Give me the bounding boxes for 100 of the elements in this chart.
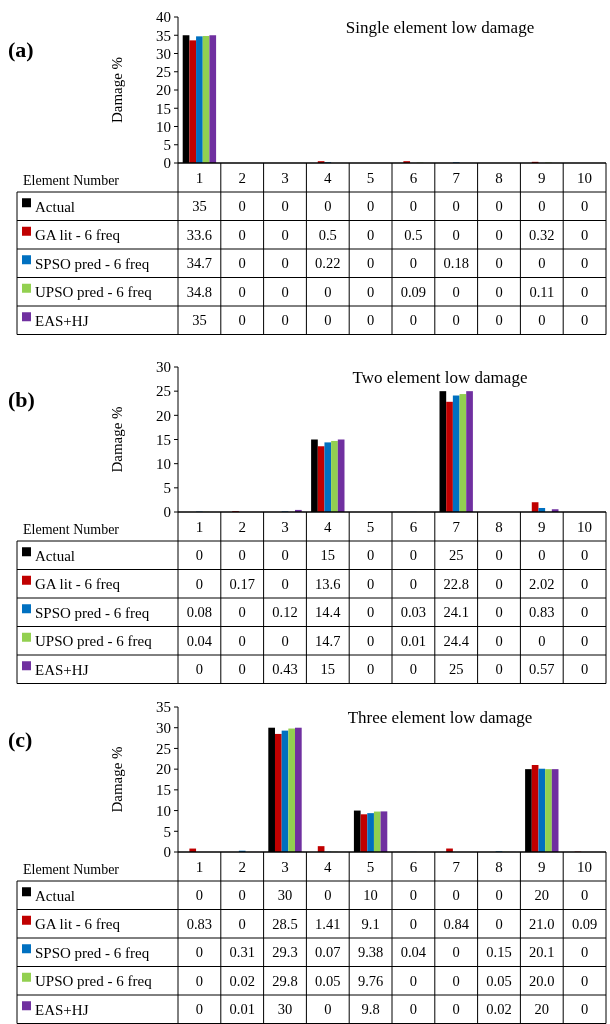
data-label: 0	[281, 198, 289, 215]
data-label: 0.01	[400, 632, 427, 649]
data-label: 0	[409, 887, 418, 904]
data-label: 0	[495, 575, 503, 592]
legend-label: UPSO pred - 6 freq	[35, 284, 153, 300]
chart-title: Single element low damage	[345, 18, 535, 37]
data-label: 20	[534, 887, 550, 904]
legend-label: SPSO pred - 6 freq	[35, 255, 150, 272]
data-label: 0	[495, 226, 503, 243]
data-label: 0	[580, 604, 589, 621]
data-label: 0	[580, 547, 589, 564]
data-label: 0	[195, 944, 204, 961]
data-label: 0	[238, 198, 246, 215]
data-label: 0	[409, 198, 418, 215]
legend-label: UPSO pred - 6 freq	[35, 633, 153, 649]
x-tick-label: 4	[324, 858, 333, 875]
data-label: 0.5	[404, 226, 423, 243]
data-label: 0	[495, 312, 503, 329]
data-label: 0	[409, 312, 418, 329]
y-tick-label: 20	[156, 82, 171, 99]
data-label: 35	[192, 312, 207, 329]
data-label: 0	[409, 255, 418, 272]
legend-label: Actual	[35, 887, 75, 904]
data-label: 0	[409, 547, 418, 564]
data-label: 0.04	[186, 632, 213, 649]
y-tick-label: 0	[163, 155, 171, 172]
legend-label: SPSO pred - 6 freq	[35, 604, 150, 621]
data-label: 0.12	[272, 604, 298, 621]
data-label: 0.05	[486, 972, 512, 989]
data-label: 0	[409, 972, 418, 989]
data-label: 0	[366, 198, 375, 215]
data-label: 0	[238, 604, 246, 621]
legend-label: EAS+HJ	[35, 661, 89, 678]
x-tick-label: 2	[238, 518, 246, 535]
x-tick-label: 9	[538, 169, 546, 186]
data-label: 15	[320, 661, 336, 678]
text: (c)	[8, 727, 33, 752]
data-label: 0	[580, 255, 589, 272]
data-label: 13.6	[315, 575, 341, 592]
data-label: 0.17	[229, 575, 255, 592]
data-label: 0	[538, 632, 546, 649]
data-label: 0	[366, 547, 375, 564]
data-label: 0.22	[315, 255, 341, 272]
data-label: 28.5	[272, 915, 298, 932]
y-tick-label: 25	[156, 64, 171, 80]
data-label: 9.76	[357, 972, 384, 989]
data-label: 0	[238, 632, 246, 649]
x-tick-label: 8	[495, 518, 503, 535]
data-label: 29.8	[272, 972, 298, 989]
chart-title: Two element low damage	[352, 368, 528, 387]
data-label: 0	[324, 1001, 332, 1018]
data-label: 0	[495, 604, 503, 621]
data-label: 15	[320, 547, 336, 564]
legend-label: GA lit - 6 freq	[35, 576, 121, 592]
x-tick-label: 2	[238, 169, 246, 186]
data-label: 0.31	[229, 944, 255, 961]
data-label: 9.1	[361, 915, 380, 932]
data-label: 0	[281, 632, 289, 649]
y-tick-label: 15	[156, 100, 171, 117]
y-tick-label: 30	[156, 719, 171, 736]
data-label: 0	[495, 198, 503, 215]
data-label: 0.04	[400, 944, 427, 961]
x-tick-label: 7	[452, 169, 461, 186]
y-axis-title: Damage %	[109, 746, 125, 813]
data-label: 0	[409, 661, 418, 678]
y-tick-label: 30	[156, 45, 171, 62]
data-label: 0	[409, 1001, 418, 1018]
y-tick-label: 0	[163, 504, 171, 521]
data-label: 0	[324, 887, 332, 904]
x-tick-label: 6	[409, 518, 418, 535]
y-tick-label: 25	[156, 383, 171, 400]
data-label: 0	[495, 887, 503, 904]
data-label: 0	[324, 283, 332, 300]
data-label: 0	[366, 255, 375, 272]
data-label: 0	[238, 887, 246, 904]
y-tick-label: 0	[163, 844, 171, 861]
legend-label: EAS+HJ	[35, 312, 89, 329]
chart-title: Three element low damage	[347, 708, 533, 727]
data-label: 0.43	[272, 661, 298, 678]
data-label: 0	[366, 226, 375, 243]
data-label: 0	[366, 575, 375, 592]
data-label: 20.0	[529, 972, 555, 989]
data-label: 0	[538, 255, 546, 272]
legend-label: GA lit - 6 freq	[35, 916, 121, 932]
x-axis-title: Element Number	[23, 172, 120, 188]
data-label: 0	[281, 547, 289, 564]
data-label: 20	[534, 1001, 550, 1018]
x-tick-label: 8	[495, 858, 503, 875]
data-label: 0	[238, 255, 246, 272]
data-label: 22.8	[443, 575, 469, 592]
x-tick-label: 2	[238, 858, 246, 875]
data-label: 0	[366, 632, 375, 649]
data-label: 0	[452, 283, 460, 300]
data-label: 24.4	[443, 632, 470, 649]
data-label: 0	[580, 972, 589, 989]
x-tick-label: 3	[281, 518, 289, 535]
y-tick-label: 5	[163, 823, 171, 840]
legend-label: SPSO pred - 6 freq	[35, 944, 150, 961]
data-label: 0	[281, 312, 289, 329]
y-tick-label: 10	[156, 118, 171, 135]
